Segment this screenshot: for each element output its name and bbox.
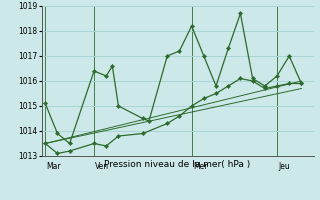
- X-axis label: Pression niveau de la mer( hPa ): Pression niveau de la mer( hPa ): [104, 160, 251, 169]
- Text: Jeu: Jeu: [278, 162, 290, 171]
- Text: Mar: Mar: [46, 162, 61, 171]
- Text: Mer: Mer: [193, 162, 207, 171]
- Text: Ven: Ven: [95, 162, 109, 171]
